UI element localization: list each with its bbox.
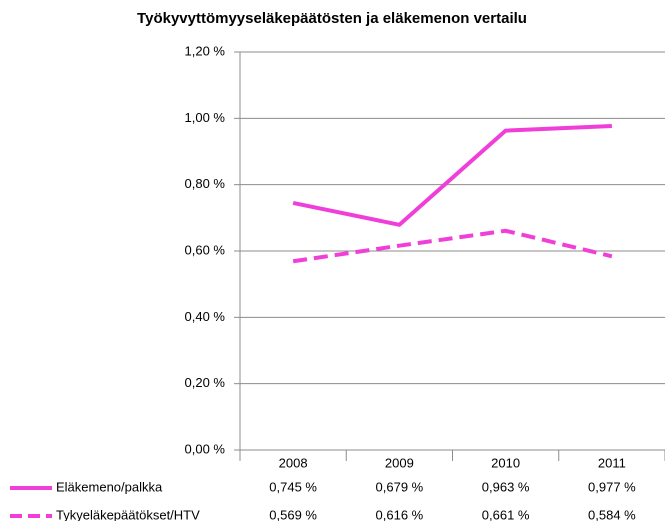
- y-tick-label: 1,20 %: [185, 43, 226, 58]
- x-tick-label: 2008: [279, 455, 308, 470]
- chart-title: Työkyvyttömyyseläkepäätösten ja eläkemen…: [137, 10, 527, 27]
- series-line: [292, 228, 613, 264]
- y-tick-label: 0,40 %: [185, 309, 226, 324]
- y-tick-label: 1,00 %: [185, 110, 226, 125]
- x-tick-label: 2009: [385, 455, 414, 470]
- y-tick-label: 0,20 %: [185, 375, 226, 390]
- table-value: 0,745 %: [269, 479, 317, 494]
- y-tick-label: 0,80 %: [185, 176, 226, 191]
- table-value: 0,569 %: [269, 507, 317, 521]
- series-line: [292, 123, 612, 227]
- y-tick-label: 0,00 %: [185, 441, 226, 456]
- x-tick-label: 2011: [598, 455, 626, 470]
- legend-label: Tykyeläkepäätökset/HTV: [56, 507, 200, 521]
- table-value: 0,616 %: [376, 507, 424, 521]
- table-value: 0,661 %: [482, 507, 530, 521]
- legend-label: Eläkemeno/palkka: [56, 479, 163, 494]
- table-value: 0,584 %: [588, 507, 636, 521]
- x-tick-label: 2010: [491, 455, 520, 470]
- table-value: 0,679 %: [376, 479, 424, 494]
- table-value: 0,977 %: [588, 479, 636, 494]
- table-value: 0,963 %: [482, 479, 530, 494]
- y-tick-label: 0,60 %: [185, 242, 226, 257]
